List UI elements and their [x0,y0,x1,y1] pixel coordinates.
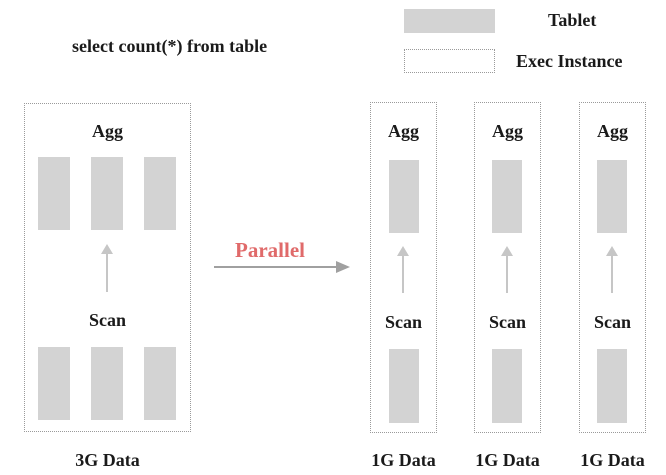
agg-label-left: Agg [92,121,123,141]
data-label-left: 3G Data [75,450,140,470]
parallel-label: Parallel [235,238,305,262]
data-label-right-2: 1G Data [475,450,540,470]
agg-tablet-left-1 [38,157,70,230]
scan-label-right-2: Scan [488,312,526,332]
agg-label-right-2: Agg [492,121,523,141]
agg-tablet-right-1 [389,160,419,233]
exec-instance-right-3 [579,102,646,433]
exec-instance-right-2 [474,102,541,433]
exec-instance-left [24,103,191,432]
agg-tablet-right-2 [492,160,522,233]
exec-instance-right-1 [370,102,437,433]
scan-tablet-right-1 [389,349,419,423]
scan-label-right-3: Scan [593,312,631,332]
parallel-arrow [214,261,350,273]
scan-tablet-right-2 [492,349,522,423]
agg-tablet-left-2 [91,157,123,230]
legend-tablet-swatch [404,9,495,33]
scan-tablet-right-3 [597,349,627,423]
scan-label-left: Scan [88,310,126,330]
legend-tablet-label: Tablet [548,10,597,30]
agg-label-right-3: Agg [597,121,628,141]
agg-tablet-left-3 [144,157,176,230]
agg-tablet-right-3 [597,160,627,233]
legend-exec-label: Exec Instance [516,51,623,71]
agg-label-right-1: Agg [388,121,419,141]
scan-label-right-1: Scan [384,312,422,332]
scan-tablet-left-2 [91,347,123,420]
query-text: select count(*) from table [72,36,268,56]
scan-tablet-left-3 [144,347,176,420]
data-label-right-3: 1G Data [580,450,645,470]
scan-tablet-left-1 [38,347,70,420]
data-label-right-1: 1G Data [371,450,436,470]
legend-exec-swatch [404,49,495,73]
